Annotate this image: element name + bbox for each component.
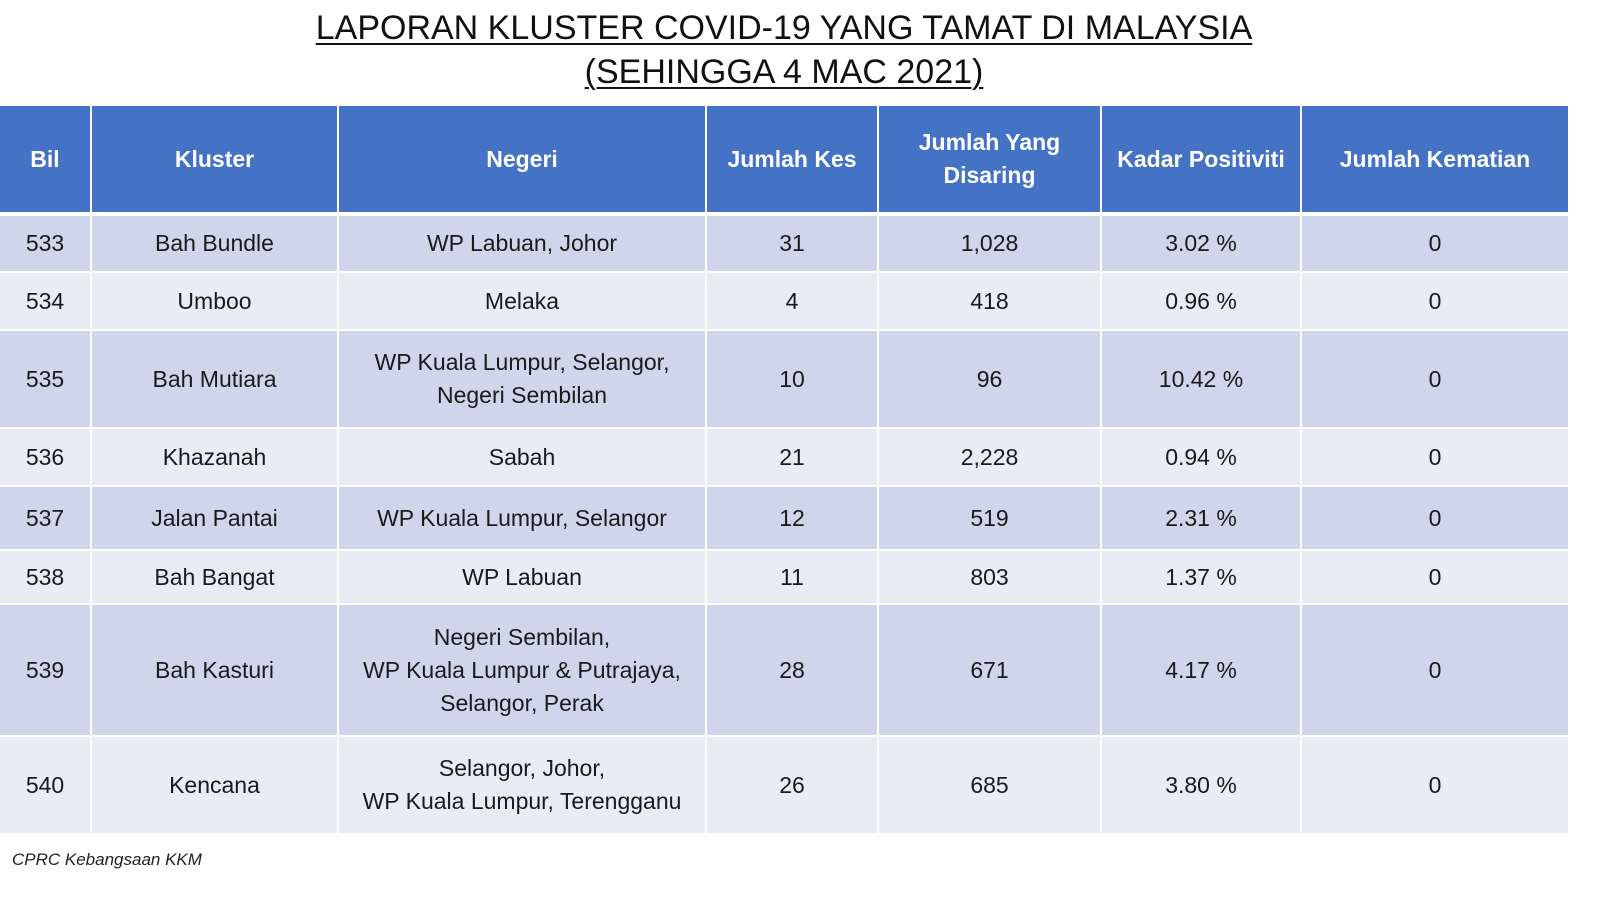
cell-jumlah-kes: 28 <box>706 604 879 737</box>
cell-jumlah-kematian: 0 <box>1301 428 1568 487</box>
cell-bil: 535 <box>0 330 92 429</box>
cell-jumlah-kematian: 0 <box>1301 330 1568 429</box>
header-jumlah-disaring: Jumlah Yang Disaring <box>878 106 1102 216</box>
header-negeri: Negeri <box>338 106 707 216</box>
cell-kadar-positiviti: 4.17 % <box>1101 604 1302 737</box>
cell-jumlah-kematian: 0 <box>1301 486 1568 551</box>
cell-jumlah-disaring: 671 <box>878 604 1102 737</box>
header-kadar-positiviti: Kadar Positiviti <box>1101 106 1302 216</box>
header-bil: Bil <box>0 106 92 216</box>
cell-bil: 533 <box>0 214 92 273</box>
cell-bil: 540 <box>0 736 92 835</box>
cell-jumlah-kematian: 0 <box>1301 604 1568 737</box>
table-row: 535 Bah Mutiara WP Kuala Lumpur, Selango… <box>0 330 1568 429</box>
report-title: LAPORAN KLUSTER COVID-19 YANG TAMAT DI M… <box>315 9 1253 47</box>
cell-negeri: Selangor, Johor, WP Kuala Lumpur, Tereng… <box>338 736 707 835</box>
cell-jumlah-kes: 11 <box>706 550 879 605</box>
cell-kadar-positiviti: 3.80 % <box>1101 736 1302 835</box>
cell-negeri: WP Labuan <box>338 550 707 605</box>
cell-negeri: WP Kuala Lumpur, Selangor <box>338 486 707 551</box>
cell-kluster: Umboo <box>91 272 339 331</box>
cell-kluster: Jalan Pantai <box>91 486 339 551</box>
cell-jumlah-kematian: 0 <box>1301 214 1568 273</box>
report-subtitle: (SEHINGGA 4 MAC 2021) <box>584 53 984 91</box>
cell-kluster: Kencana <box>91 736 339 835</box>
cell-bil: 539 <box>0 604 92 737</box>
cell-negeri: WP Kuala Lumpur, Selangor, Negeri Sembil… <box>338 330 707 429</box>
cell-jumlah-kematian: 0 <box>1301 550 1568 605</box>
cell-bil: 534 <box>0 272 92 331</box>
table-row: 538 Bah Bangat WP Labuan 11 803 1.37 % 0 <box>0 550 1568 605</box>
table-row: 536 Khazanah Sabah 21 2,228 0.94 % 0 <box>0 428 1568 487</box>
cell-jumlah-disaring: 803 <box>878 550 1102 605</box>
table-row: 533 Bah Bundle WP Labuan, Johor 31 1,028… <box>0 214 1568 273</box>
header-jumlah-kematian: Jumlah Kematian <box>1301 106 1568 216</box>
cell-kadar-positiviti: 0.96 % <box>1101 272 1302 331</box>
cell-jumlah-disaring: 418 <box>878 272 1102 331</box>
cell-kadar-positiviti: 10.42 % <box>1101 330 1302 429</box>
cell-kadar-positiviti: 2.31 % <box>1101 486 1302 551</box>
cell-kadar-positiviti: 0.94 % <box>1101 428 1302 487</box>
table-row: 537 Jalan Pantai WP Kuala Lumpur, Selang… <box>0 486 1568 551</box>
cell-jumlah-kes: 4 <box>706 272 879 331</box>
cell-kluster: Bah Mutiara <box>91 330 339 429</box>
cell-kluster: Bah Bundle <box>91 214 339 273</box>
cell-jumlah-disaring: 685 <box>878 736 1102 835</box>
cell-jumlah-kematian: 0 <box>1301 272 1568 331</box>
table-row: 534 Umboo Melaka 4 418 0.96 % 0 <box>0 272 1568 331</box>
cell-jumlah-disaring: 1,028 <box>878 214 1102 273</box>
cell-bil: 536 <box>0 428 92 487</box>
cell-bil: 537 <box>0 486 92 551</box>
cell-jumlah-disaring: 2,228 <box>878 428 1102 487</box>
cell-jumlah-kes: 31 <box>706 214 879 273</box>
report-title-block: LAPORAN KLUSTER COVID-19 YANG TAMAT DI M… <box>0 6 1568 94</box>
cluster-table: Bil Kluster Negeri Jumlah Kes Jumlah Yan… <box>0 106 1568 835</box>
cell-kluster: Bah Kasturi <box>91 604 339 737</box>
table-header-row: Bil Kluster Negeri Jumlah Kes Jumlah Yan… <box>0 106 1568 216</box>
cell-jumlah-kes: 12 <box>706 486 879 551</box>
table-row: 539 Bah Kasturi Negeri Sembilan, WP Kual… <box>0 604 1568 737</box>
cell-kadar-positiviti: 3.02 % <box>1101 214 1302 273</box>
cell-jumlah-kematian: 0 <box>1301 736 1568 835</box>
cell-negeri: WP Labuan, Johor <box>338 214 707 273</box>
cell-bil: 538 <box>0 550 92 605</box>
cell-jumlah-kes: 10 <box>706 330 879 429</box>
cell-kadar-positiviti: 1.37 % <box>1101 550 1302 605</box>
cell-negeri: Negeri Sembilan, WP Kuala Lumpur & Putra… <box>338 604 707 737</box>
source-footnote: CPRC Kebangsaan KKM <box>12 850 202 869</box>
cell-kluster: Bah Bangat <box>91 550 339 605</box>
cell-jumlah-kes: 21 <box>706 428 879 487</box>
header-jumlah-kes: Jumlah Kes <box>706 106 879 216</box>
table-row: 540 Kencana Selangor, Johor, WP Kuala Lu… <box>0 736 1568 835</box>
cell-negeri: Melaka <box>338 272 707 331</box>
cell-jumlah-kes: 26 <box>706 736 879 835</box>
cell-jumlah-disaring: 96 <box>878 330 1102 429</box>
cell-kluster: Khazanah <box>91 428 339 487</box>
cell-jumlah-disaring: 519 <box>878 486 1102 551</box>
header-kluster: Kluster <box>91 106 339 216</box>
cell-negeri: Sabah <box>338 428 707 487</box>
